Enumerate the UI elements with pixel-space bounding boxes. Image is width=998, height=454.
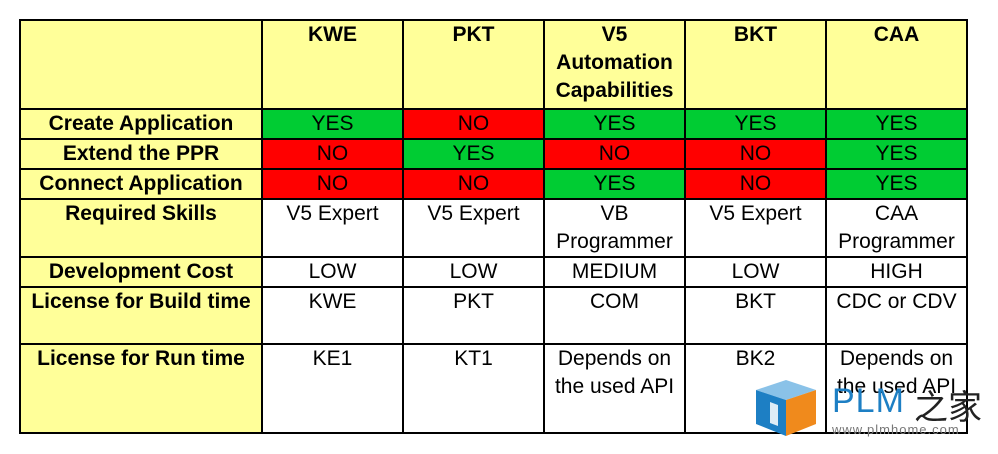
- table-cell: NO: [402, 168, 545, 200]
- row-label: License for Run time: [19, 343, 263, 434]
- table-cell: YES: [825, 168, 968, 200]
- table-cell: Depends on the used API: [825, 343, 968, 434]
- table-row: License for Build time KWE PKT COM BKT CDC or…: [19, 286, 968, 345]
- table-cell: KE1: [261, 343, 404, 434]
- table-cell: YES: [402, 138, 545, 170]
- table-cell: NO: [402, 108, 545, 140]
- table-cell: Depends on the used API: [543, 343, 686, 434]
- table-cell: YES: [543, 108, 686, 140]
- table-cell: PKT: [402, 286, 545, 345]
- watermark-url: www.plmhome.com: [832, 422, 960, 437]
- table-cell: HIGH: [825, 256, 968, 288]
- table-cell: LOW: [261, 256, 404, 288]
- table-row: Extend the PPR NO YES NO NO YES: [19, 138, 968, 170]
- table-row: License for Run time KE1 KT1 Depends on the…: [19, 343, 968, 434]
- table-cell: BKT: [684, 286, 827, 345]
- table-cell: YES: [261, 108, 404, 140]
- column-header: CAA: [825, 19, 968, 110]
- column-header: KWE: [261, 19, 404, 110]
- table-cell: YES: [825, 138, 968, 170]
- watermark-text: PLM: [832, 382, 905, 420]
- table-cell: COM: [543, 286, 686, 345]
- watermark-cn: 之家: [914, 388, 982, 428]
- table-row: Create Application YES NO YES YES YES: [19, 108, 968, 140]
- row-label: Create Application: [19, 108, 263, 140]
- table-row: Required Skills V5 Expert V5 Expert VB Prog…: [19, 198, 968, 258]
- column-header: BKT: [684, 19, 827, 110]
- column-header: PKT: [402, 19, 545, 110]
- corner-cell: [19, 19, 263, 110]
- row-label: Extend the PPR: [19, 138, 263, 170]
- table-cell: YES: [684, 108, 827, 140]
- table-cell: MEDIUM: [543, 256, 686, 288]
- row-label: Connect Application: [19, 168, 263, 200]
- table-cell: NO: [684, 138, 827, 170]
- row-label: License for Build time: [19, 286, 263, 345]
- table-cell: V5 Expert: [684, 198, 827, 258]
- column-header: V5 Automation Capabilities: [543, 19, 686, 110]
- table-cell: NO: [543, 138, 686, 170]
- table-cell: NO: [261, 168, 404, 200]
- row-label: Development Cost: [19, 256, 263, 288]
- table-cell: YES: [825, 108, 968, 140]
- table-cell: KWE: [261, 286, 404, 345]
- row-label: Required Skills: [19, 198, 263, 258]
- table-cell: V5 Expert: [261, 198, 404, 258]
- comparison-table: KWE PKT V5 Automation Capabilities BKT C…: [19, 19, 968, 434]
- box-icon: [756, 380, 816, 436]
- table-cell: V5 Expert: [402, 198, 545, 258]
- table-cell: YES: [543, 168, 686, 200]
- table-row: Connect Application NO NO YES NO YES: [19, 168, 968, 200]
- header-row: KWE PKT V5 Automation Capabilities BKT C…: [19, 19, 968, 110]
- table-cell: LOW: [402, 256, 545, 288]
- table-cell: VB Programmer: [543, 198, 686, 258]
- table-cell: KT1: [402, 343, 545, 434]
- table-cell: LOW: [684, 256, 827, 288]
- table-cell: CAA Programmer: [825, 198, 968, 258]
- table-cell: NO: [684, 168, 827, 200]
- table-cell: CDC or CDV: [825, 286, 968, 345]
- table-cell: NO: [261, 138, 404, 170]
- plm-home-logo: PLM 之家 www.plmhome.com: [746, 378, 986, 438]
- table-row: Development Cost LOW LOW MEDIUM LOW HIGH: [19, 256, 968, 288]
